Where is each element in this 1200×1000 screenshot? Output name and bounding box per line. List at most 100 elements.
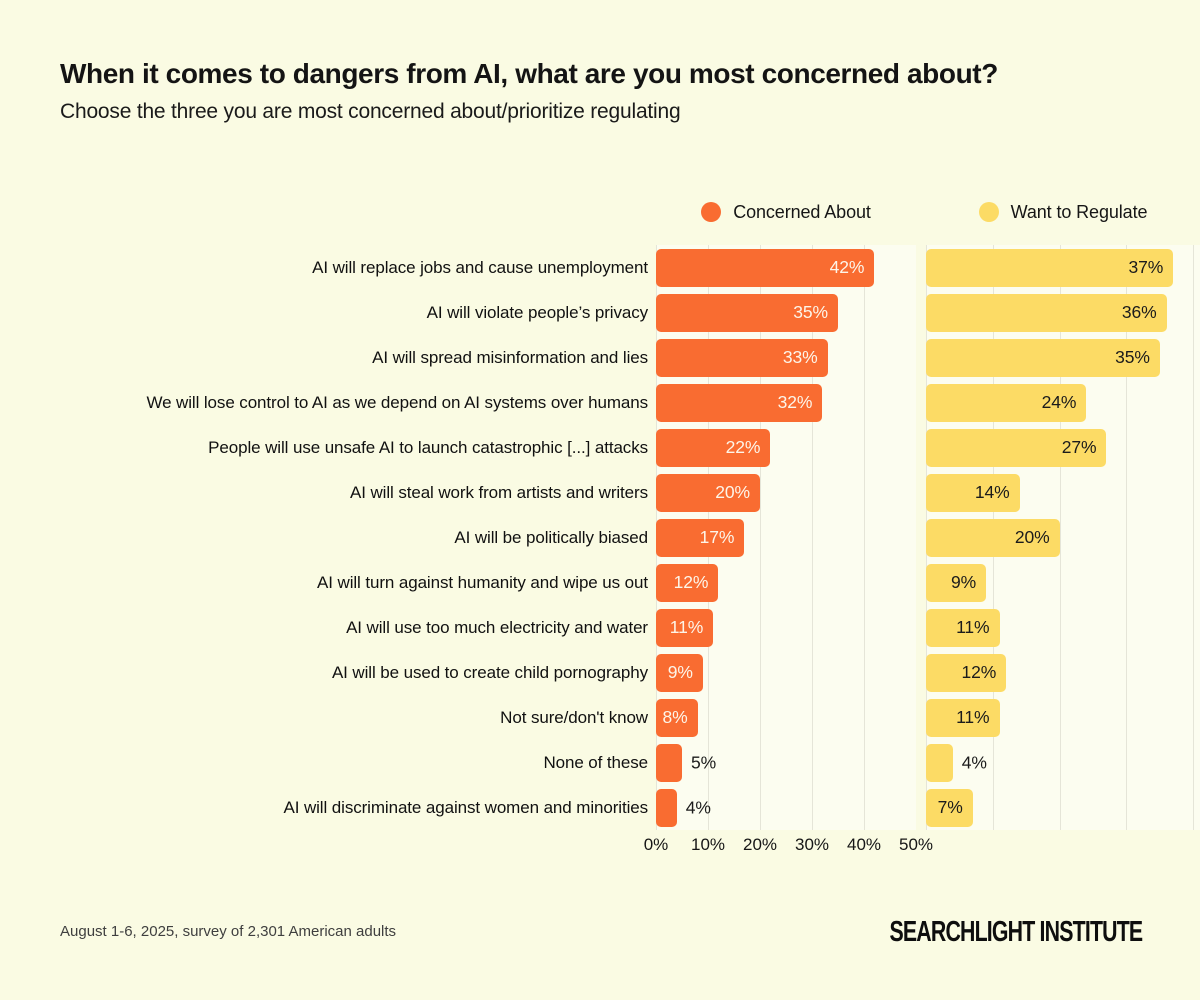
regulate-bar-track: 11% <box>926 698 1200 737</box>
chart-row: AI will discriminate against women and m… <box>60 785 1200 830</box>
legend-dot-concerned-icon <box>701 202 722 222</box>
concerned-bar: 35% <box>656 293 838 332</box>
regulate-bar-track: 37% <box>926 248 1200 287</box>
gridline <box>1059 245 1061 830</box>
concerned-bar-track: 5% <box>656 743 916 782</box>
value-label: 32% <box>777 392 813 412</box>
regulate-bar: 12% <box>926 653 1007 692</box>
value-label: 36% <box>1121 302 1157 322</box>
chart-row: AI will be politically biased 17% 20% <box>60 515 1200 560</box>
category-label: AI will replace jobs and cause unemploym… <box>312 257 648 277</box>
category-label: AI will steal work from artists and writ… <box>350 482 648 502</box>
regulate-bar: 14% <box>926 473 1020 512</box>
value-label: 11% <box>669 617 704 637</box>
value-label: 4% <box>685 797 711 817</box>
value-label: 42% <box>829 257 865 277</box>
concerned-bar: 12% <box>656 563 719 602</box>
value-label: 27% <box>1061 437 1097 457</box>
value-label: 24% <box>1041 392 1077 412</box>
legend-item-regulate: Want to Regulate <box>926 199 1200 225</box>
regulate-bar-track: 35% <box>926 338 1200 377</box>
category-label: AI will be politically biased <box>454 527 648 547</box>
x-axis-tick: 50% <box>898 835 934 854</box>
chart-row: We will lose control to AI as we depend … <box>60 380 1200 425</box>
page-title: When it comes to dangers from AI, what a… <box>60 58 998 89</box>
regulate-bar-track: 9% <box>926 563 1200 602</box>
x-axis-tick: 10% <box>690 835 726 854</box>
regulate-bar: 7% <box>926 788 973 827</box>
chart-row: None of these 5% 4% <box>60 740 1200 785</box>
chart-legend: Concerned About Want to Regulate <box>60 199 1200 225</box>
value-label: 12% <box>673 572 709 592</box>
regulate-bar-track: 4% <box>926 743 1200 782</box>
concerned-bar-track: 12% <box>656 563 916 602</box>
x-axis-tick: 30% <box>794 835 830 854</box>
x-axis-tick: 0% <box>643 835 669 854</box>
regulate-bar <box>926 743 953 782</box>
category-label: AI will be used to create child pornogra… <box>331 662 648 682</box>
legend-label-concerned: Concerned About <box>733 201 871 222</box>
chart-row: AI will steal work from artists and writ… <box>60 470 1200 515</box>
category-label: People will use unsafe AI to launch cata… <box>208 437 648 457</box>
value-label: 33% <box>782 347 818 367</box>
concerned-bar: 32% <box>656 383 823 422</box>
chart-row: Not sure/don't know 8% 11% <box>60 695 1200 740</box>
category-label: AI will violate people’s privacy <box>426 302 648 322</box>
category-label: Not sure/don't know <box>500 707 648 727</box>
legend-item-concerned: Concerned About <box>656 199 916 225</box>
regulate-bar: 11% <box>926 698 1000 737</box>
concerned-bar <box>656 788 677 827</box>
concerned-bar-track: 11% <box>656 608 916 647</box>
x-axis-tick: 20% <box>742 835 778 854</box>
category-label: We will lose control to AI as we depend … <box>146 392 648 412</box>
regulate-bar-track: 7% <box>926 788 1200 827</box>
concerned-bar: 42% <box>656 248 875 287</box>
page-subtitle: Choose the three you are most concerned … <box>60 100 681 123</box>
chart-row: AI will use too much electricity and wat… <box>60 605 1200 650</box>
value-label: 20% <box>715 482 750 502</box>
chart-row: AI will replace jobs and cause unemploym… <box>60 245 1200 290</box>
value-label: 5% <box>691 752 717 772</box>
x-axis-tick: 40% <box>846 835 882 854</box>
regulate-bar-track: 14% <box>926 473 1200 512</box>
regulate-bar: 9% <box>926 563 987 602</box>
concerned-bar-track: 17% <box>656 518 916 557</box>
concerned-bar: 9% <box>656 653 703 692</box>
category-label: AI will use too much electricity and wat… <box>346 617 648 637</box>
concerned-bar <box>656 743 682 782</box>
value-label: 11% <box>956 707 990 727</box>
value-label: 35% <box>1115 347 1150 367</box>
value-label: 22% <box>725 437 761 457</box>
bar-chart: AI will replace jobs and cause unemploym… <box>60 245 1200 830</box>
gridline <box>864 245 865 830</box>
value-label: 35% <box>793 302 828 322</box>
gridline <box>1126 245 1128 830</box>
regulate-bar-track: 36% <box>926 293 1200 332</box>
concerned-bar-track: 9% <box>656 653 916 692</box>
value-label: 11% <box>956 617 990 637</box>
gridline <box>812 245 813 830</box>
concerned-bar: 22% <box>656 428 771 467</box>
concerned-bar-track: 32% <box>656 383 916 422</box>
value-label: 4% <box>961 752 987 772</box>
regulate-bar: 27% <box>926 428 1107 467</box>
concerned-bar: 33% <box>656 338 828 377</box>
concerned-bar: 11% <box>656 608 714 647</box>
category-label: None of these <box>543 752 648 772</box>
value-label: 12% <box>961 662 997 682</box>
chart-row: AI will violate people’s privacy 35% 36% <box>60 290 1200 335</box>
concerned-bar-track: 4% <box>656 788 916 827</box>
legend-label-regulate: Want to Regulate <box>1010 201 1148 222</box>
source-note: August 1-6, 2025, survey of 2,301 Americ… <box>60 923 397 940</box>
concerned-bar-track: 33% <box>656 338 916 377</box>
value-label: 20% <box>1014 527 1050 547</box>
gridline <box>760 245 761 830</box>
chart-rows: AI will replace jobs and cause unemploym… <box>60 245 1200 830</box>
category-label: AI will spread misinformation and lies <box>372 347 648 367</box>
concerned-bar-track: 42% <box>656 248 916 287</box>
searchlight-institute-logo: SEARCHLIGHT INSTITUTE <box>889 914 1143 948</box>
chart-row: AI will spread misinformation and lies 3… <box>60 335 1200 380</box>
regulate-bar-track: 20% <box>926 518 1200 557</box>
footer: August 1-6, 2025, survey of 2,301 Americ… <box>60 914 1143 948</box>
